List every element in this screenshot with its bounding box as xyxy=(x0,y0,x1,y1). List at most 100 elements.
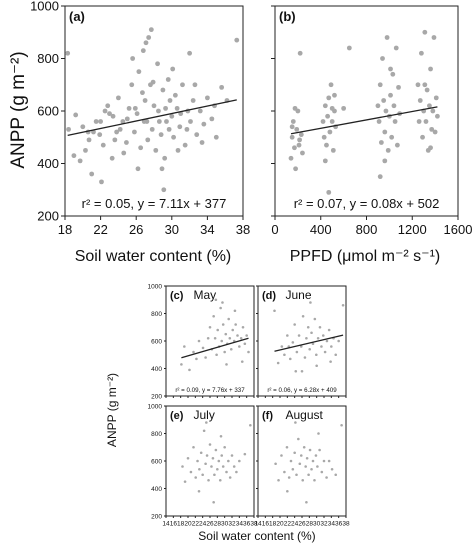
panel-d-point xyxy=(273,309,276,313)
panel-c-point xyxy=(206,336,210,340)
panel-d-point xyxy=(313,317,317,321)
panel-b-point xyxy=(375,103,381,109)
panel-a-point xyxy=(162,155,168,161)
panel-b-point xyxy=(393,45,399,51)
panel-e-point xyxy=(223,445,226,449)
panel-a-point xyxy=(97,132,103,138)
panel-e-title: July xyxy=(194,408,215,422)
panel-d-point xyxy=(291,341,295,344)
panel-a-point xyxy=(66,126,71,132)
panel-a-point xyxy=(172,92,178,98)
panel-f-point xyxy=(305,456,309,460)
panel-c-point xyxy=(183,345,186,348)
panel-a-point xyxy=(205,95,210,101)
panel-e-point xyxy=(201,473,204,477)
panel-b-xlabel: PPFD (μmol m⁻² s⁻¹) xyxy=(290,248,441,265)
panel-c-label: (c) xyxy=(170,290,184,302)
panel-d-point xyxy=(337,339,340,343)
panel-b-point xyxy=(329,105,335,111)
panel-a-xlabel: Soil water content (%) xyxy=(75,248,232,265)
panel-b-point xyxy=(432,129,438,135)
bottom-ylabel: ANPP (g m⁻²) xyxy=(105,373,119,447)
panel-b-point xyxy=(378,140,384,145)
panel-c-ytick-label: 1000 xyxy=(148,283,163,290)
panel-e-ytick-label: 800 xyxy=(151,431,162,438)
panel-b-point xyxy=(296,142,302,148)
panel-f-xtick-label: 14 xyxy=(254,521,262,528)
panel-c: 200 400 600 800 1000 (c) May r² = 0.09, y = 7.7… xyxy=(148,283,255,400)
panel-a-point xyxy=(135,166,141,172)
panel-a-point xyxy=(187,50,193,56)
panel-e-xtick-label: 24 xyxy=(199,521,207,528)
panel-d-point xyxy=(299,345,303,348)
panel-b-point xyxy=(388,92,393,98)
panel-a-point xyxy=(234,37,240,43)
panel-a-ytick-label: 1000 xyxy=(30,0,59,14)
panel-f: 14 16 18 20 22 24 26 28 30 32 34 36 38 (f) August xyxy=(254,405,350,528)
panel-a-point xyxy=(180,82,185,88)
panel-a-point xyxy=(77,158,83,164)
panel-f-xtick-label: 38 xyxy=(342,521,350,528)
panel-b-point xyxy=(298,132,304,138)
panel-d-point xyxy=(315,364,318,368)
panel-b-frame xyxy=(274,5,459,217)
panel-a-point xyxy=(142,98,148,103)
panel-f-point xyxy=(322,459,326,463)
panel-f-point xyxy=(274,462,277,466)
panel-d-point xyxy=(303,356,307,359)
panel-a-point xyxy=(73,112,79,118)
panel-f-xtick-label: 26 xyxy=(298,521,306,528)
panel-a-point xyxy=(105,103,111,109)
panel-b-xtick-label: 0 xyxy=(271,222,278,237)
panel-a-point xyxy=(146,35,152,40)
panel-b-xtick-label: 400 xyxy=(310,222,332,237)
panel-d-point xyxy=(334,353,338,357)
panel-b-point xyxy=(329,119,335,124)
panel-f-xtick-label: 22 xyxy=(284,521,292,528)
panel-e-point xyxy=(227,459,230,463)
panel-f-xtick-label: 32 xyxy=(320,521,328,528)
panel-c-point xyxy=(180,363,183,366)
panel-b-point xyxy=(326,95,332,101)
panel-a-point xyxy=(160,87,166,93)
panel-f-point xyxy=(287,476,291,479)
panel-a-point xyxy=(182,142,188,148)
panel-e-point xyxy=(205,421,208,424)
panel-b-point xyxy=(322,158,328,164)
panel-c-point xyxy=(228,336,232,340)
panel-a-fit-line xyxy=(67,99,237,137)
panel-c-point xyxy=(227,317,230,321)
panel-a-point xyxy=(107,111,112,117)
panel-a-point xyxy=(175,147,181,153)
panel-a-point xyxy=(130,56,136,61)
panel-e-frame xyxy=(165,405,255,517)
panel-b-point xyxy=(325,113,331,119)
panel-b-point xyxy=(377,174,383,180)
panel-b-point xyxy=(330,147,336,153)
panel-e-point xyxy=(205,454,209,457)
panel-f-point xyxy=(291,467,295,471)
panel-d-point xyxy=(323,350,327,354)
panel-f-point xyxy=(314,454,318,457)
panel-f-xtick-label: 16 xyxy=(262,521,270,528)
panel-c-point xyxy=(245,334,248,337)
panel-f-point xyxy=(286,489,289,493)
panel-a-point xyxy=(141,119,147,124)
panel-b-point xyxy=(389,134,395,140)
panel-d-point xyxy=(288,357,292,361)
panel-d-point xyxy=(276,361,280,365)
panel-f-title: August xyxy=(286,408,324,422)
panel-a-point xyxy=(199,140,205,145)
panel-b-point xyxy=(320,119,326,124)
panel-f-point xyxy=(320,470,324,474)
panel-f-xtick-label: 36 xyxy=(335,521,343,528)
panel-e-xtick-label: 38 xyxy=(250,521,258,528)
panel-b-point xyxy=(390,71,396,77)
panel-a-point xyxy=(161,187,167,193)
panel-e-ytick-label: 200 xyxy=(151,513,162,520)
panel-a-point xyxy=(159,166,165,172)
panel-d-point xyxy=(283,353,286,357)
panel-a-xtick-label: 26 xyxy=(129,222,143,237)
panel-b-point xyxy=(289,134,295,140)
panel-e-label: (e) xyxy=(170,410,184,422)
